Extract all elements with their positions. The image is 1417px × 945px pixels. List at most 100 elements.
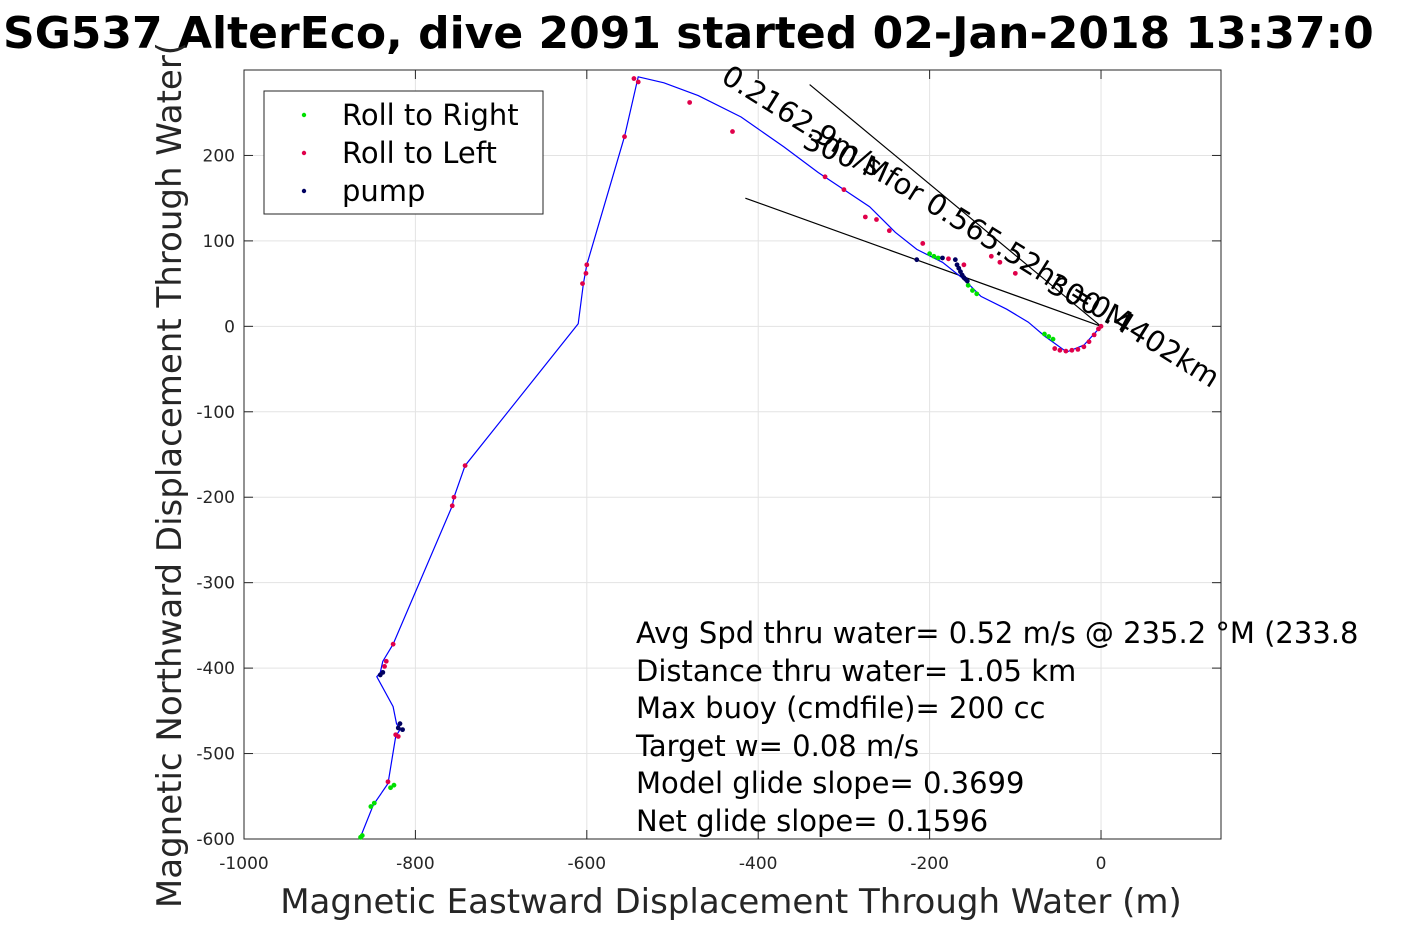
annotation-distance: Distance thru water= 1.05 km [636,654,1076,688]
pump-point [377,672,383,678]
roll-left-point [622,134,627,140]
grid-lines [243,70,1221,840]
x-tick-label: -200 [910,854,949,874]
roll-left-point [997,259,1003,265]
pump-point [952,257,958,263]
plot-frame [243,69,1222,840]
roll-left-point [841,187,847,193]
roll-right-point [358,834,363,840]
roll-left-point [635,79,641,85]
roll-right-point [974,291,980,297]
roll-right-point [970,288,975,293]
roll-left-point [1063,348,1069,354]
y-tick-label: -200 [196,488,235,508]
roll-left-point [822,174,828,180]
roll-right-point [368,804,374,809]
reference-lines [745,84,1102,327]
legend-marker-pump [301,188,307,194]
stats-annotation: Avg Spd thru water= 0.52 m/s @ 235.2 °M … [635,616,1358,838]
x-tick-label: -600 [568,854,607,874]
rotated-label-group: 0.2162.9m/s for 0.565.52hr =0.4402km300 … [716,58,1226,394]
roll-left-point [862,214,868,220]
roll-left-point [390,641,396,647]
pump-point [940,255,945,261]
pump-point [400,727,405,733]
roll-left-point [920,241,926,246]
annotation-model-glide: Model glide slope= 0.3699 [636,766,1024,800]
y-tick-label: -600 [196,830,235,850]
legend-label-pump: pump [342,174,425,208]
x-tick-label: -800 [396,854,435,874]
roll-left-point [451,494,457,500]
roll-right-point [927,251,933,257]
pump-point [914,257,920,263]
roll-left-point [886,228,892,234]
roll-left-point [1096,326,1101,332]
roll-left-point [1091,332,1097,338]
roll-left-point [584,262,590,268]
legend-marker-roll-right [301,112,307,118]
annotation-max-buoy: Max buoy (cmdfile)= 200 cc [636,691,1045,725]
roll-right-point [1046,334,1052,339]
legend: Roll to Right Roll to Left pump [263,90,544,215]
roll-left-point [631,76,637,81]
pump-point [964,278,970,284]
roll-right-point [931,253,937,259]
roll-left-point [462,463,468,469]
x-axis-label: Magnetic Eastward Displacement Through W… [280,882,1182,922]
x-tick-label: -1000 [219,854,268,874]
roll-left-point [961,262,967,268]
x-tick-label: -400 [739,854,778,874]
roll-left-point [874,217,879,222]
y-tick-label: 0 [224,317,235,337]
chart-title: SG537 AlterEco, dive 2091 started 02-Jan… [3,8,1374,59]
rotated-data-label: 300 M [1042,267,1137,339]
reference-line [809,84,1102,327]
roll-left-point [946,256,951,262]
roll-left-point [449,503,455,509]
rotated-data-label: 0.2162.9m/s for 0.565.52hr =0.4402km [716,58,1226,394]
pump-point [395,725,401,731]
y-tick-label: -300 [196,574,235,594]
legend-label-roll-left: Roll to Left [342,136,497,170]
annotation-net-glide: Net glide slope= 0.1596 [636,804,988,838]
roll-right-point [935,255,941,261]
roll-left-point [730,129,735,134]
reference-line [745,197,1102,327]
legend-label-roll-right: Roll to Right [342,98,519,132]
roll-left-point [1057,347,1063,353]
roll-left-point [1069,347,1075,353]
y-tick-label: -400 [196,659,235,679]
y-axis-label: Magnetic Northward Displacement Through … [150,42,190,908]
axis-tick-labels: -1000 -800 -600 -400 -200 0 -600 -500 -400 -300 -2… [196,146,1106,874]
roll-left-point [580,281,585,287]
legend-box [263,90,544,215]
roll-left-point [1086,339,1092,345]
marker-group [358,76,1104,840]
axis-ticks [243,70,1221,840]
annotation-avg-speed: Avg Spd thru water= 0.52 m/s @ 235.2 °M … [636,616,1358,650]
y-tick-label: 100 [203,232,235,252]
roll-left-point [687,100,693,105]
x-tick-label: 0 [1096,854,1107,874]
roll-left-point [1081,344,1087,350]
y-tick-label: 200 [203,146,235,166]
legend-marker-roll-left [301,150,307,156]
annotation-target-w: Target w= 0.08 m/s [635,729,919,763]
roll-left-point [1052,346,1058,351]
roll-left-point [988,253,994,259]
track-line [359,76,1102,840]
roll-left-point [1012,270,1018,276]
roll-right-point [371,800,377,806]
roll-left-point [393,732,399,738]
roll-right-point [1042,331,1047,337]
roll-right-point [391,782,397,788]
pump-point [397,721,403,727]
y-tick-label: -500 [196,745,235,765]
roll-left-point [382,664,387,669]
roll-right-point [1050,336,1056,342]
roll-left-point [583,270,589,276]
roll-right-point [388,785,393,791]
track-line-group [359,76,1102,840]
